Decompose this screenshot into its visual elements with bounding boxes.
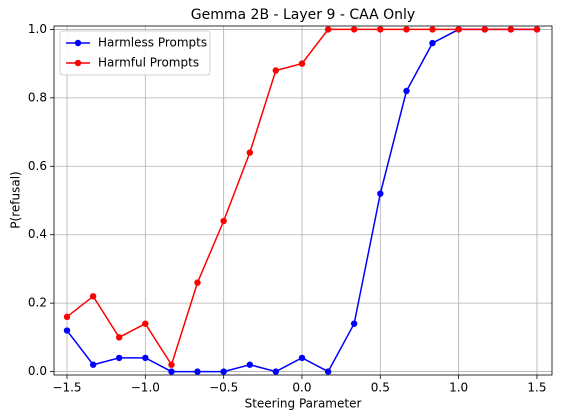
data-point: [533, 26, 541, 33]
x-axis-label: Steering Parameter: [245, 397, 362, 411]
y-tick-label: 0.6: [28, 159, 47, 173]
data-point: [194, 368, 201, 375]
y-axis-label: P(refusal): [9, 171, 23, 228]
data-point: [481, 26, 488, 33]
data-point: [377, 26, 384, 33]
data-point: [272, 67, 280, 74]
y-tick-label: 0.4: [28, 227, 47, 241]
plot-frame: [53, 25, 553, 376]
legend-marker: [74, 59, 82, 67]
x-tick-label: 1.5: [527, 381, 546, 395]
y-tick-label: 1.0: [28, 22, 47, 36]
data-point: [63, 327, 71, 334]
data-point: [220, 368, 227, 375]
data-point: [429, 39, 436, 47]
data-point: [115, 354, 123, 362]
data-point: [455, 26, 462, 33]
data-point: [350, 26, 358, 33]
legend-box: [59, 30, 211, 76]
x-tick-label: 1.0: [449, 381, 468, 395]
chart-title: Gemma 2B - Layer 9 - CAA Only: [191, 7, 415, 23]
y-tick-label: 0.2: [28, 296, 47, 310]
x-tick-label: −0.5: [209, 381, 238, 395]
x-tick-label: −1.5: [52, 381, 81, 395]
data-point: [220, 217, 227, 225]
data-point: [272, 368, 280, 375]
y-tick-label: 0.0: [28, 364, 47, 378]
data-point: [403, 26, 410, 33]
data-point: [324, 26, 332, 33]
data-point: [89, 361, 97, 368]
data-point: [63, 313, 71, 321]
data-point: [350, 320, 358, 327]
x-tick-label: −1.0: [131, 381, 160, 395]
data-point: [298, 60, 306, 67]
legend-marker: [74, 39, 82, 47]
data-point: [324, 368, 332, 375]
y-tick-label: 0.8: [28, 90, 47, 104]
data-point: [377, 190, 384, 197]
x-tick-label: 0.0: [292, 381, 311, 395]
data-point: [429, 26, 436, 33]
legend-label: Harmless Prompts: [98, 36, 207, 50]
data-point: [168, 361, 175, 368]
legend-label: Harmful Prompts: [98, 56, 199, 70]
data-point: [298, 354, 306, 362]
data-point: [89, 293, 97, 300]
data-point: [142, 354, 149, 362]
data-point: [115, 334, 123, 341]
data-point: [194, 279, 201, 286]
x-tick-label: 0.5: [371, 381, 390, 395]
data-point: [168, 368, 175, 375]
data-point: [246, 361, 254, 368]
data-point: [142, 320, 149, 327]
data-point: [403, 87, 410, 95]
data-point: [507, 26, 515, 33]
data-point: [246, 149, 254, 156]
